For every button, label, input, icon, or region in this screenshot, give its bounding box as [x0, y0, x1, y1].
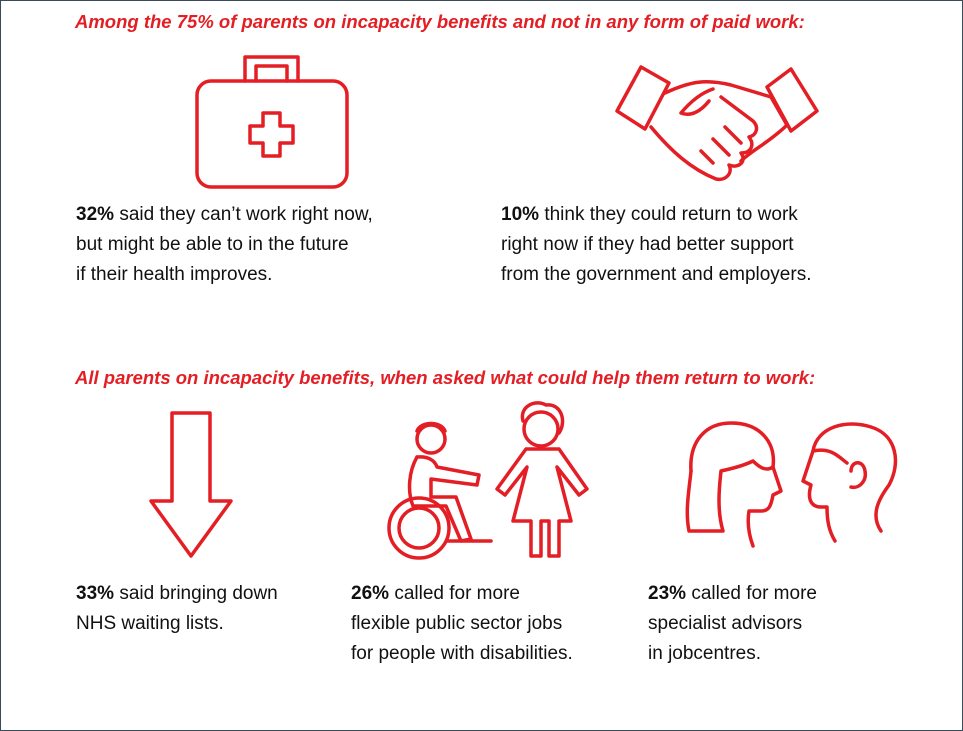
stat-text: NHS waiting lists. — [76, 613, 224, 634]
section-heading: All parents on incapacity benefits, when… — [75, 367, 816, 388]
stat-value: 26% — [351, 583, 390, 604]
stat-text: for people with disabilities. — [351, 643, 573, 664]
stat-value: 10% — [501, 204, 540, 225]
stat-text: right now if they had better support — [501, 234, 794, 255]
stat-text: from the government and employers. — [501, 264, 812, 285]
stat-item: 23% called for more specialist advisors … — [648, 579, 817, 669]
stat-value: 33% — [76, 583, 115, 604]
stat-value: 23% — [648, 583, 687, 604]
disability-icon — [387, 401, 589, 560]
stat-text: called for more — [691, 583, 817, 604]
down-arrow-icon — [149, 411, 233, 558]
stat-text: if their health improves. — [76, 264, 273, 285]
stat-item: 26% called for more flexible public sect… — [351, 579, 573, 669]
section-heading: Among the 75% of parents on incapacity b… — [75, 11, 805, 32]
stat-text: specialist advisors — [648, 613, 803, 634]
stat-text: but might be able to in the future — [76, 234, 349, 255]
stat-item: 10% think they could return to work righ… — [501, 200, 812, 290]
stat-text: called for more — [394, 583, 520, 604]
advisor-heads-icon — [685, 421, 898, 548]
first-aid-kit-icon — [195, 55, 349, 189]
handshake-icon — [615, 65, 819, 182]
stat-value: 32% — [76, 204, 115, 225]
stat-text: flexible public sector jobs — [351, 613, 563, 634]
stat-text: said they can’t work right now, — [119, 204, 373, 225]
stat-text: said bringing down — [119, 583, 278, 604]
stat-text: in jobcentres. — [648, 643, 762, 664]
stat-item: 32% said they can’t work right now, but … — [76, 200, 373, 290]
stat-text: think they could return to work — [544, 204, 798, 225]
stat-item: 33% said bringing down NHS waiting lists… — [76, 579, 278, 639]
